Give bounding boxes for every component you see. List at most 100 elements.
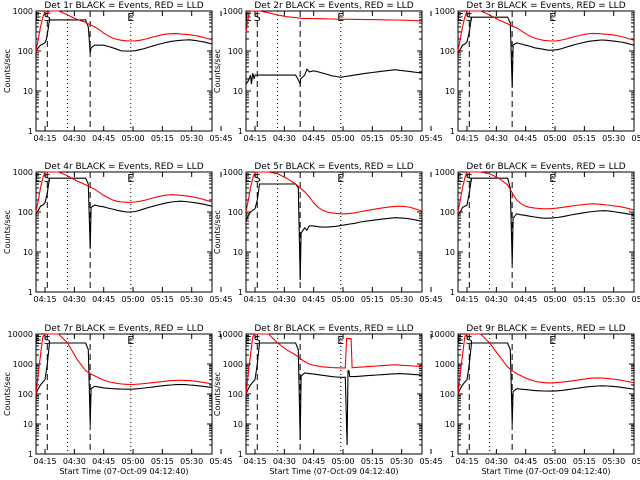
event-marker-label: S [44,334,51,347]
series-events-line [35,177,213,249]
y-tick-label: 1000 [13,7,33,16]
x-tick-label: 05:45 [209,134,232,143]
series-lld-line [245,333,423,395]
panel-det-8: Det 8r BLACK = Events, RED = LLD 1 10 100 10… [213,324,443,476]
y-tick-label: 1 [450,288,455,297]
panel-det-5: Det 5r BLACK = Events, RED = LLD 1 10 100 10… [213,162,443,304]
x-tick-label: 05:00 [331,134,354,143]
y-tick-label: 100 [228,208,243,217]
y-tick-label: 1 [238,288,243,297]
event-marker-label: E [457,11,464,24]
panel-title: Det 4r BLACK = Events, RED = LLD [44,162,203,172]
panel-det-4: Det 4r BLACK = Events, RED = LLD 1 10 100 10… [3,162,233,304]
x-tick-label: 05:45 [631,134,640,143]
event-marker-label: E [549,11,556,24]
event-marker-label: S [44,11,51,24]
y-tick-label: 10000 [430,330,455,339]
y-tick-label: 100 [228,390,243,399]
x-tick-label: 04:45 [302,134,325,143]
plot-frame [457,10,635,132]
y-axis-label: Counts/sec [3,210,12,254]
x-tick-label: 04:30 [273,295,296,304]
series-events-line [35,19,213,53]
event-marker-label: E [549,172,556,185]
x-tick-label: 05:30 [602,295,625,304]
y-tick-label: 10 [23,420,33,429]
event-marker-label: S [466,172,473,185]
y-axis-label: Counts/sec [213,210,222,254]
event-marker-label: S [44,172,51,185]
event-marker-label: S [254,172,261,185]
panel-det-7: Det 7r BLACK = Events, RED = LLD 1 10 100 10… [3,324,233,476]
y-tick-label: 10 [233,248,243,257]
x-tick-label: 05:15 [151,134,174,143]
x-tick-label: 04:30 [273,134,296,143]
event-marker-label: E [127,172,134,185]
x-tick-label: 04:15 [455,134,478,143]
x-tick-label: 05:30 [180,295,203,304]
panel-title: Det 3r BLACK = Events, RED = LLD [466,1,625,11]
series-events-line [457,342,635,425]
x-tick-label: 04:30 [273,457,296,466]
y-tick-label: 1000 [13,168,33,177]
y-tick-label: 10 [233,87,243,96]
series-lld-line [457,10,635,52]
y-tick-label: 1 [28,127,33,136]
y-tick-label: 10 [233,420,243,429]
y-tick-label: 1000 [223,360,243,369]
y-axis-label: Counts/sec [213,372,222,416]
plot-frame [457,171,635,293]
panel-title: Det 6r BLACK = Events, RED = LLD [466,162,625,172]
x-tick-label: 05:45 [419,295,442,304]
panel-det-6: Det 6r BLACK = Events, RED = LLD 1 10 100 10… [435,162,640,304]
event-marker-label: E [245,334,252,347]
panel-det-3: Det 3r BLACK = Events, RED = LLD 1 10 100 10… [435,1,640,143]
series-lld-line [35,10,213,52]
panel-title: Det 5r BLACK = Events, RED = LLD [254,162,413,172]
y-tick-label: 100 [228,47,243,56]
series-lld-line [457,171,635,213]
x-tick-label: 04:30 [485,295,508,304]
x-tick-label: 04:15 [33,295,56,304]
x-tick-label: 05:00 [331,457,354,466]
event-marker-label: E [549,334,556,347]
y-tick-label: 100 [440,208,455,217]
y-tick-label: 10000 [218,330,243,339]
x-tick-label: 04:30 [485,134,508,143]
x-tick-label: 04:45 [92,457,115,466]
x-tick-label: 05:30 [390,134,413,143]
x-tick-label: 05:15 [573,134,596,143]
x-tick-label: 05:00 [121,134,144,143]
plot-frame [35,171,213,293]
plot-frame [245,333,423,455]
plot-frame [35,333,213,455]
x-tick-label: 04:45 [514,295,537,304]
y-axis-label: Counts/sec [3,372,12,416]
y-tick-label: 10 [23,248,33,257]
x-tick-label: 05:45 [209,295,232,304]
event-marker-label: E [245,172,252,185]
event-marker-label: S [466,334,473,347]
event-marker-label: S [254,11,261,24]
y-tick-label: 1 [28,450,33,459]
y-tick-label: 1000 [435,360,455,369]
x-tick-label: 04:45 [514,134,537,143]
y-tick-label: 10000 [8,330,33,339]
x-tick-label: 05:15 [361,295,384,304]
y-tick-label: 100 [18,390,33,399]
x-tick-label: 05:45 [419,134,442,143]
y-axis-label: Counts/sec [3,49,12,93]
y-tick-label: 100 [440,47,455,56]
y-tick-label: 10 [23,87,33,96]
series-lld-line [245,10,423,32]
series-lld-line [35,333,213,395]
x-tick-label: 05:45 [419,457,442,466]
panel-det-9: Det 9r BLACK = Events, RED = LLD 1 10 100 10… [430,324,640,476]
panel-title: Det 2r BLACK = Events, RED = LLD [254,1,413,11]
x-tick-label: 04:15 [243,295,266,304]
y-tick-label: 1 [238,450,243,459]
x-tick-label: 04:45 [92,134,115,143]
series-events-line [457,177,635,265]
event-marker-label: E [457,172,464,185]
x-tick-label: 05:15 [151,295,174,304]
